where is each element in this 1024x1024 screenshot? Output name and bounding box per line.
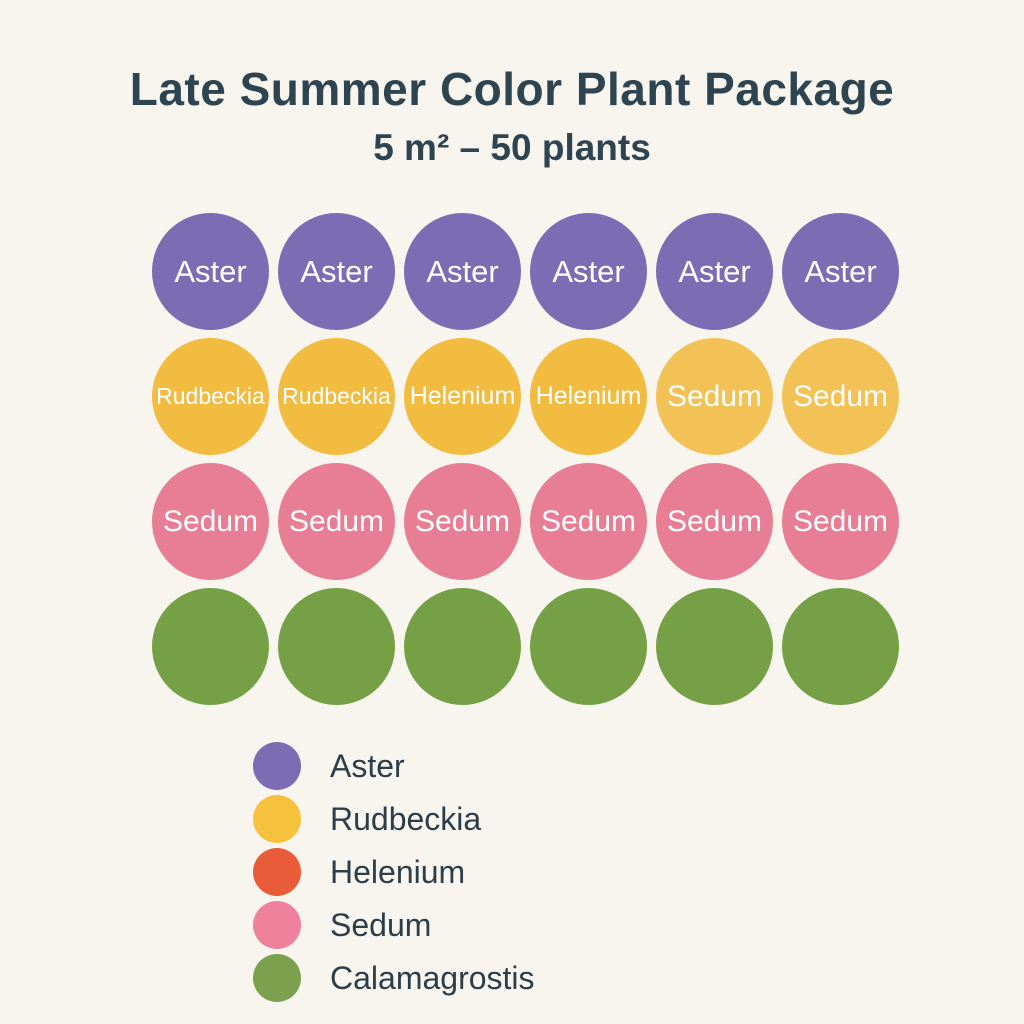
plant-circle-label: Aster xyxy=(174,253,247,289)
legend-item: Calamagrostis xyxy=(253,954,535,1002)
plant-circle-sedum: Sedum xyxy=(152,463,269,580)
legend: Aster Rudbeckia Helenium Sedum Calamagrostis xyxy=(253,742,535,1002)
plant-circle-aster: Aster xyxy=(278,213,395,330)
plant-circle-label: Rudbeckia xyxy=(282,383,391,409)
plant-circle-aster: Aster xyxy=(656,213,773,330)
plant-circle-aster: Aster xyxy=(782,213,899,330)
legend-item: Sedum xyxy=(253,901,535,949)
plant-circle-label: Sedum xyxy=(162,504,259,538)
plant-circle-sedum: Sedum xyxy=(782,463,899,580)
plant-grid: Aster Aster Aster Aster Aster Aster Rudbeckia R… xyxy=(152,213,899,705)
plant-circle-rudbeckia: Rudbeckia xyxy=(152,338,269,455)
plant-circle-sedum: Sedum xyxy=(278,463,395,580)
plant-circle-calamagrostis xyxy=(152,588,269,705)
plant-grid-row: Sedum Sedum Sedum Sedum Sedum Sedum xyxy=(152,463,899,580)
plant-circle-calamagrostis xyxy=(530,588,647,705)
legend-color-dot-icon xyxy=(253,742,301,790)
plant-circle-label: Sedum xyxy=(414,504,511,538)
plant-circle-aster: Aster xyxy=(152,213,269,330)
plant-circle-sedum: Sedum xyxy=(656,338,773,455)
legend-item-label: Helenium xyxy=(330,853,466,890)
legend-item-label: Aster xyxy=(330,747,405,784)
plant-circle-label: Helenium xyxy=(409,382,516,410)
plant-circle-label: Aster xyxy=(300,253,373,289)
plant-circle-label: Sedum xyxy=(666,379,763,413)
plant-circle-label: Aster xyxy=(426,253,499,289)
legend-item-label: Calamagrostis xyxy=(330,959,535,996)
plant-circle-label: Sedum xyxy=(792,504,889,538)
plant-circle-sedum: Sedum xyxy=(530,463,647,580)
legend-color-dot-icon xyxy=(253,901,301,949)
plant-circle-label: Aster xyxy=(552,253,625,289)
plant-circle-label: Sedum xyxy=(792,379,889,413)
plant-circle-calamagrostis xyxy=(404,588,521,705)
plant-circle-sedum: Sedum xyxy=(404,463,521,580)
plant-circle-rudbeckia: Rudbeckia xyxy=(278,338,395,455)
plant-circle-helenium: Helenium xyxy=(530,338,647,455)
plant-grid-row: Rudbeckia Rudbeckia Helenium Helenium Sedum S… xyxy=(152,338,899,455)
plant-circle-label: Helenium xyxy=(535,382,642,410)
plant-circle-sedum: Sedum xyxy=(656,463,773,580)
plant-circle-label: Sedum xyxy=(666,504,763,538)
plant-circle-aster: Aster xyxy=(404,213,521,330)
plant-circle-sedum: Sedum xyxy=(782,338,899,455)
plant-circle-calamagrostis xyxy=(278,588,395,705)
plant-circle-label: Aster xyxy=(804,253,877,289)
legend-item-label: Sedum xyxy=(330,906,432,943)
legend-color-dot-icon xyxy=(253,795,301,843)
legend-item-label: Rudbeckia xyxy=(330,800,482,837)
plant-circle-label: Sedum xyxy=(540,504,637,538)
plant-circle-label: Sedum xyxy=(288,504,385,538)
plant-circle-calamagrostis xyxy=(656,588,773,705)
plant-circle-label: Rudbeckia xyxy=(156,383,265,409)
plant-circle-label: Aster xyxy=(678,253,751,289)
plant-grid-row xyxy=(152,588,899,705)
page-subtitle: 5 m² – 50 plants xyxy=(373,127,651,168)
legend-item: Helenium xyxy=(253,848,535,896)
legend-item: Rudbeckia xyxy=(253,795,535,843)
plant-circle-helenium: Helenium xyxy=(404,338,521,455)
page-title: Late Summer Color Plant Package xyxy=(129,63,895,115)
legend-color-dot-icon xyxy=(253,954,301,1002)
plant-grid-row: Aster Aster Aster Aster Aster Aster xyxy=(152,213,899,330)
plant-circle-calamagrostis xyxy=(782,588,899,705)
plant-circle-aster: Aster xyxy=(530,213,647,330)
legend-item: Aster xyxy=(253,742,535,790)
legend-color-dot-icon xyxy=(253,848,301,896)
